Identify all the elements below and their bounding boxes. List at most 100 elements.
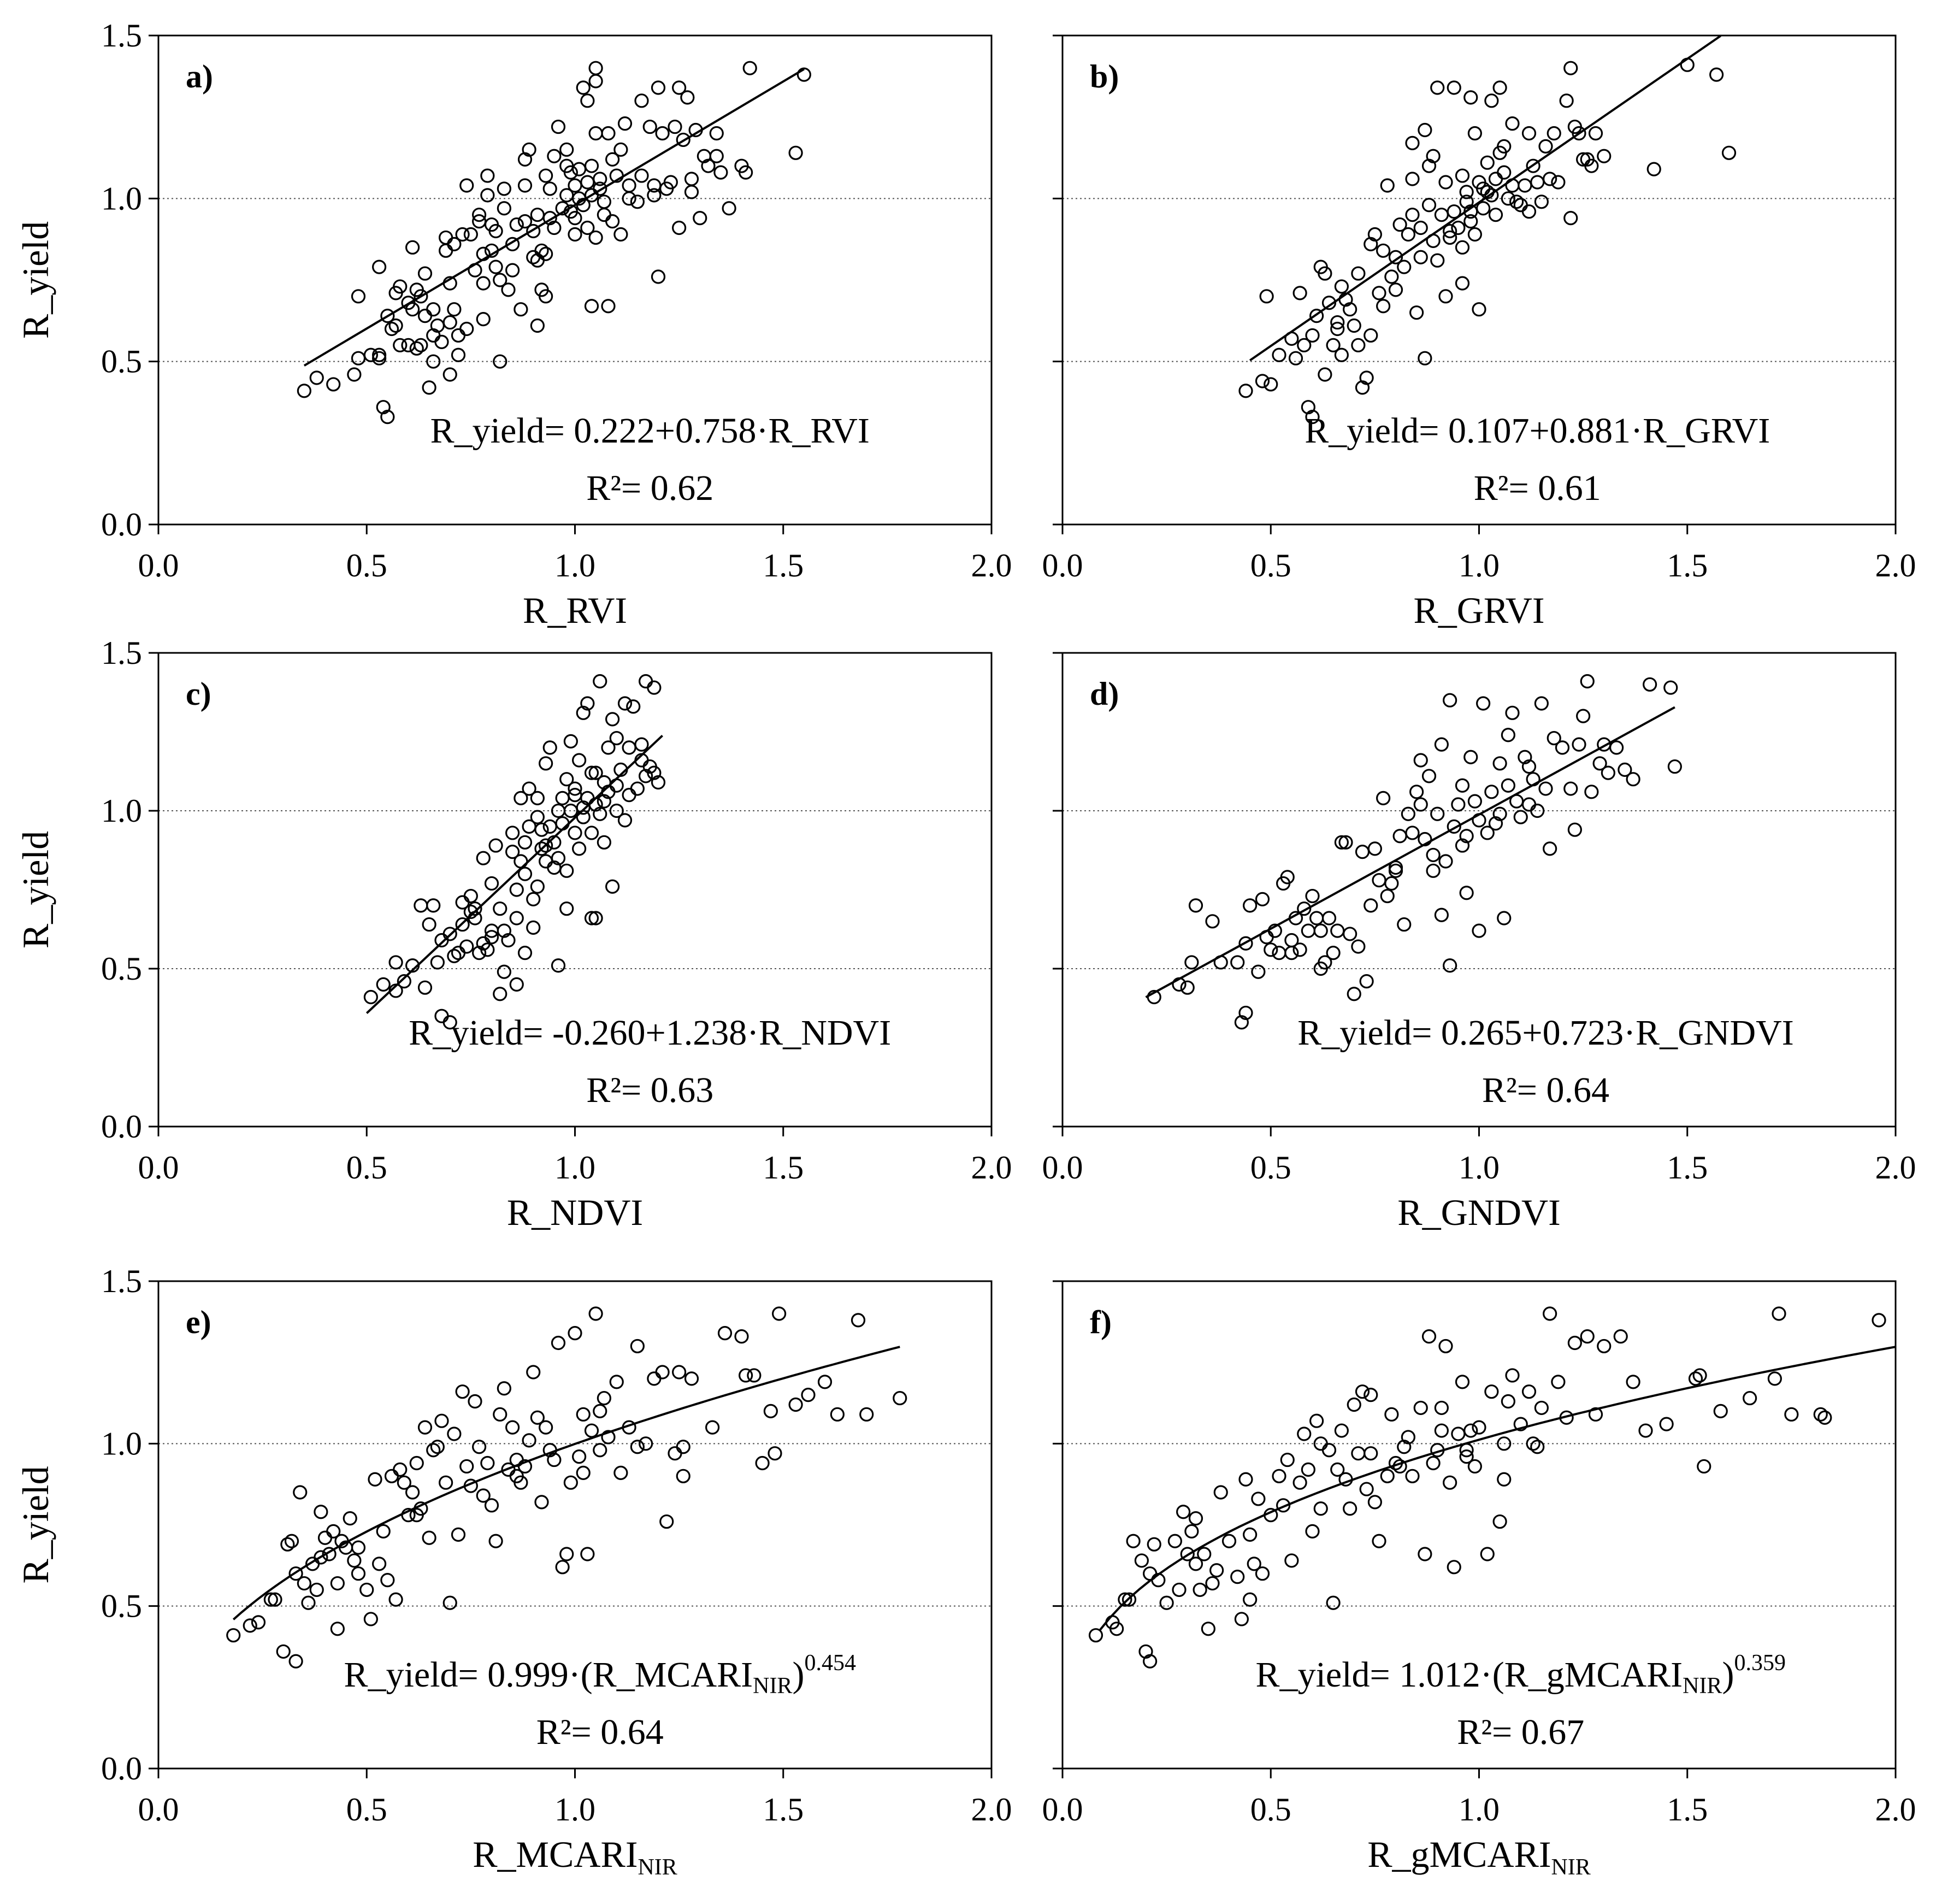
data-point	[1401, 1430, 1415, 1445]
data-point	[1784, 1407, 1799, 1422]
data-point	[330, 1576, 345, 1591]
data-point	[1418, 122, 1432, 138]
y-tick-label: 0.0	[101, 1109, 142, 1145]
data-point	[1709, 67, 1724, 82]
data-point	[1321, 296, 1337, 310]
data-point	[493, 354, 507, 369]
data-point	[851, 1313, 866, 1328]
data-point	[626, 699, 641, 714]
data-point	[1426, 1455, 1441, 1471]
data-point	[668, 119, 682, 134]
data-point	[1264, 377, 1278, 392]
data-point	[363, 1612, 378, 1626]
data-point	[393, 338, 408, 352]
equation-close: )	[792, 1655, 804, 1695]
data-point	[1234, 1612, 1249, 1626]
data-point	[1521, 204, 1537, 219]
x-tick-label: 0.5	[346, 547, 387, 583]
x-axis-title: R_gMCARINIR	[1367, 1834, 1591, 1880]
data-point	[1359, 370, 1374, 385]
data-point	[1613, 1329, 1628, 1344]
data-point	[463, 227, 478, 242]
r-squared: R²= 0.64	[1482, 1070, 1609, 1110]
data-point	[509, 217, 524, 232]
data-point	[772, 1306, 787, 1321]
data-point	[476, 851, 491, 865]
data-point	[1513, 1417, 1528, 1431]
data-point	[1513, 810, 1528, 824]
data-point	[1221, 1534, 1237, 1548]
data-point	[1413, 797, 1428, 812]
data-point	[430, 955, 445, 970]
data-point	[1209, 1563, 1224, 1578]
data-point	[480, 168, 495, 183]
data-point	[1334, 279, 1349, 294]
data-point	[1413, 220, 1428, 235]
data-point	[288, 1566, 303, 1581]
data-point	[263, 1592, 278, 1607]
data-point	[722, 201, 736, 216]
x-tick-label: 0.5	[1250, 547, 1291, 583]
data-point	[1476, 201, 1491, 216]
data-point	[1534, 1400, 1549, 1416]
data-point	[1288, 351, 1303, 366]
data-point	[293, 1485, 308, 1500]
data-point	[405, 240, 420, 255]
equation-subscript: NIR	[1683, 1673, 1722, 1699]
data-point	[1438, 854, 1453, 869]
data-point	[1088, 1628, 1103, 1643]
data-point	[1364, 1388, 1378, 1402]
x-tick-label: 0.5	[1250, 1150, 1291, 1186]
data-point	[463, 888, 478, 904]
data-point	[1646, 162, 1661, 176]
data-point	[426, 302, 441, 317]
data-point	[1538, 139, 1553, 154]
data-point	[488, 223, 503, 239]
data-point	[1643, 677, 1657, 692]
data-point	[559, 863, 574, 878]
data-point	[1563, 61, 1578, 75]
data-point	[559, 901, 574, 916]
data-point	[1484, 188, 1499, 203]
data-point	[409, 1508, 424, 1523]
data-point	[1238, 936, 1253, 951]
data-point	[1551, 1375, 1566, 1389]
data-point	[330, 1622, 345, 1636]
data-point	[422, 917, 436, 932]
data-point	[388, 955, 403, 970]
y-tick-label: 1.5	[101, 635, 142, 671]
data-point	[1459, 829, 1474, 844]
data-point	[1743, 1390, 1757, 1406]
data-point	[642, 119, 657, 134]
data-point	[442, 927, 457, 941]
data-point	[530, 791, 545, 805]
data-point	[1455, 240, 1470, 255]
data-point	[651, 775, 666, 790]
data-point	[605, 879, 620, 894]
data-point	[1193, 1582, 1207, 1598]
data-point	[447, 1426, 462, 1441]
data-point	[509, 882, 524, 897]
data-point	[517, 178, 533, 193]
data-point	[617, 813, 633, 828]
data-point	[455, 227, 470, 242]
data-point	[1543, 1306, 1557, 1321]
y-tick-label: 0.0	[101, 506, 142, 543]
data-point	[447, 237, 462, 251]
data-point	[1521, 1384, 1537, 1399]
data-point	[513, 302, 528, 317]
data-point	[672, 1365, 687, 1380]
data-point	[588, 126, 603, 141]
x-axis-title-main: R_NDVI	[507, 1192, 643, 1233]
data-point	[1318, 367, 1332, 382]
data-point	[1543, 841, 1557, 856]
data-point	[539, 838, 553, 853]
data-point	[522, 142, 536, 157]
data-point	[1559, 93, 1574, 108]
data-point	[1118, 1592, 1132, 1607]
data-point	[534, 841, 549, 856]
data-point	[1497, 165, 1512, 180]
data-point	[472, 208, 487, 222]
data-point	[576, 1465, 591, 1480]
data-point	[542, 740, 557, 755]
